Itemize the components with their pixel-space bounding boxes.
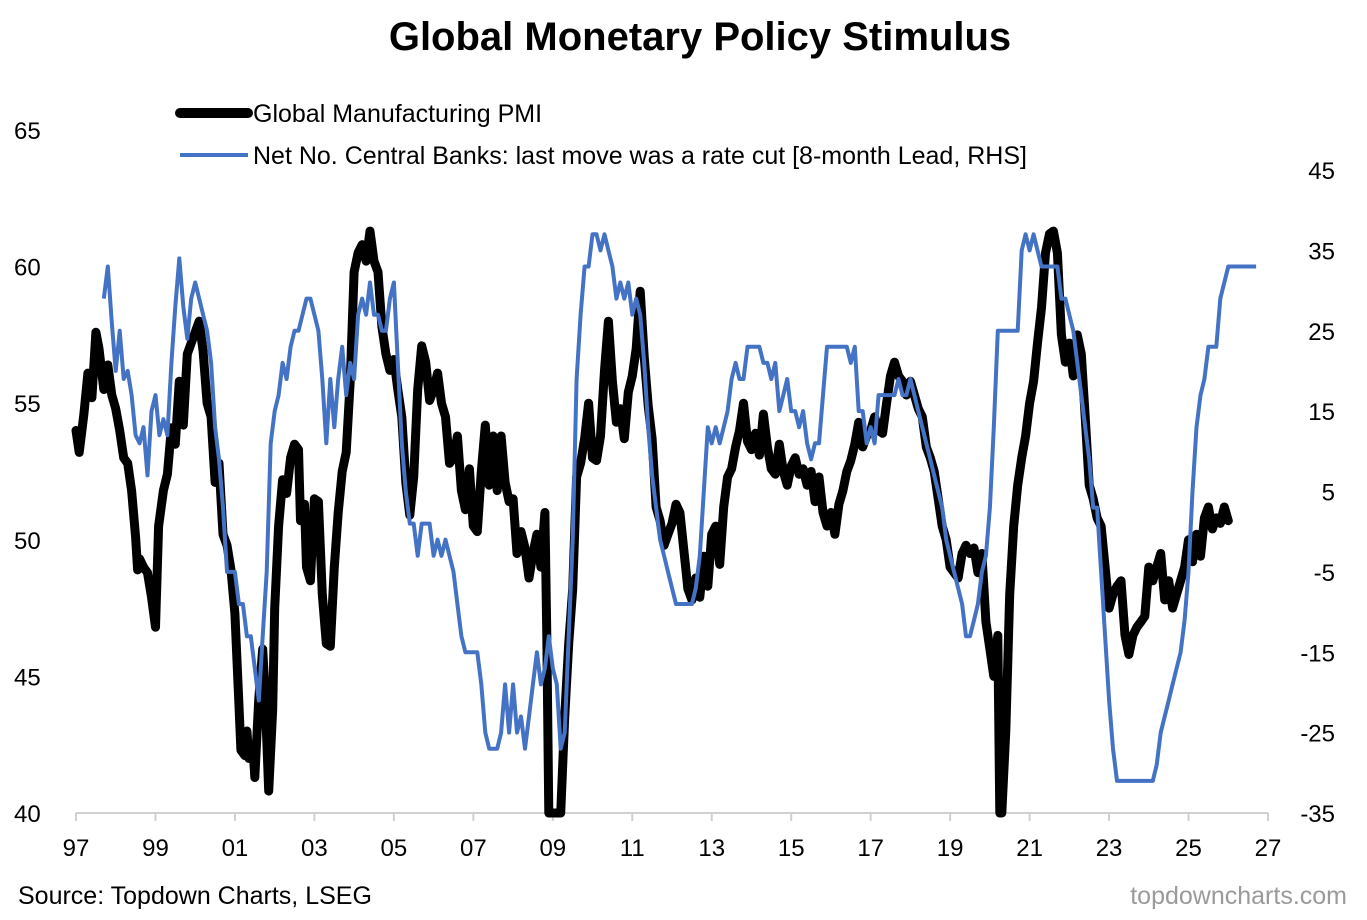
chart-title: Global Monetary Policy Stimulus <box>389 15 1011 59</box>
x-tick-label: 03 <box>301 835 328 862</box>
right-tick-label: -15 <box>1300 640 1335 667</box>
x-tick-label: 17 <box>857 835 884 862</box>
right-tick-label: -5 <box>1314 560 1335 587</box>
x-tick-label: 15 <box>778 835 805 862</box>
x-tick-label: 23 <box>1096 835 1123 862</box>
x-tick-label: 99 <box>142 835 169 862</box>
left-tick-label: 45 <box>14 664 41 691</box>
x-tick-label: 11 <box>620 835 645 862</box>
right-tick-label: 35 <box>1308 238 1335 265</box>
x-tick-label: 19 <box>937 835 964 862</box>
x-tick-label: 07 <box>460 835 487 862</box>
x-tick-label: 27 <box>1255 835 1282 862</box>
x-tick-label: 13 <box>698 835 725 862</box>
source-note: Source: Topdown Charts, LSEG <box>18 882 372 910</box>
right-tick-label: -25 <box>1300 721 1335 748</box>
right-axis: 45 35 25 15 5 -5 -15 -25 -35 <box>1300 158 1335 828</box>
left-tick-label: 65 <box>14 118 41 145</box>
x-tick-label: 09 <box>539 835 566 862</box>
left-tick-label: 60 <box>14 255 41 282</box>
x-tick-label: 25 <box>1175 835 1202 862</box>
x-tick-label: 97 <box>63 835 90 862</box>
x-tick-label: 05 <box>381 835 408 862</box>
legend: Global Manufacturing PMI Net No. Central… <box>175 100 1027 170</box>
right-tick-label: 25 <box>1308 319 1335 346</box>
series-line-central-banks <box>101 232 1257 783</box>
left-axis: 65 60 55 50 45 40 <box>14 118 41 828</box>
right-tick-label: 45 <box>1308 158 1335 185</box>
right-tick-label: -35 <box>1300 801 1335 828</box>
left-tick-label: 40 <box>14 801 41 828</box>
legend-label-central-banks: Net No. Central Banks: last move was a r… <box>253 142 1027 170</box>
x-tick-label: 21 <box>1016 835 1043 862</box>
left-tick-label: 50 <box>14 528 41 555</box>
right-tick-label: 5 <box>1322 480 1335 507</box>
right-tick-label: 15 <box>1308 399 1335 426</box>
x-tick-label: 01 <box>222 835 249 862</box>
brand-watermark: topdowncharts.com <box>1130 882 1347 910</box>
left-tick-label: 55 <box>14 391 41 418</box>
series-line-pmi <box>71 226 1233 818</box>
x-axis: 97 99 01 03 05 07 09 11 13 15 17 19 21 23 25 27 <box>63 813 1282 862</box>
legend-label-pmi: Global Manufacturing PMI <box>253 100 542 128</box>
